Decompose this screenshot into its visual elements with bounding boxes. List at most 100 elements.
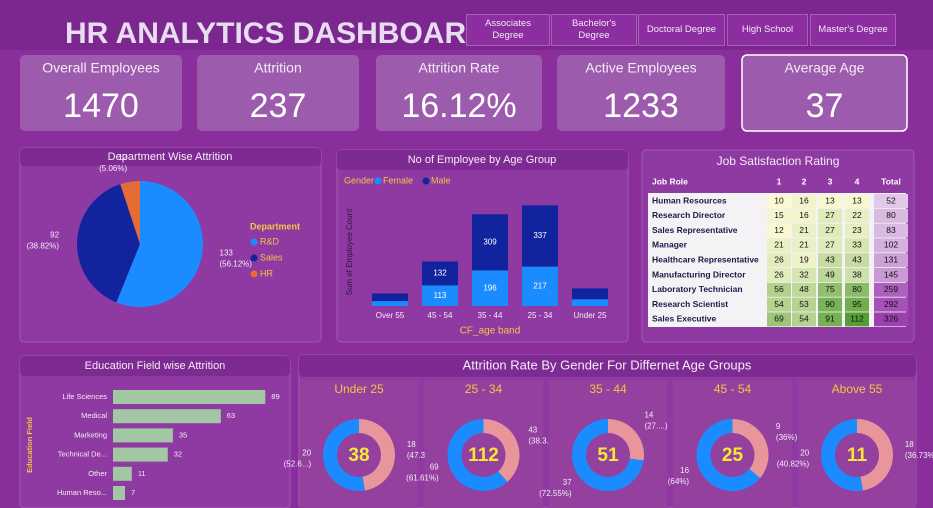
table-cell: 54 (799, 314, 809, 324)
pie-slice (120, 181, 140, 244)
heat-cell (792, 297, 816, 312)
donut-center-label: 38 (348, 445, 369, 466)
data-label: (47.3...) (407, 451, 435, 460)
table-cell: 19 (799, 254, 809, 264)
y-axis-title: Sum of Employee Count (345, 208, 354, 295)
heat-cell (845, 268, 869, 282)
bar-segment (572, 299, 608, 306)
heat-cell (792, 253, 816, 268)
table-cell: Research Scientist (652, 299, 728, 309)
heat-cell (874, 208, 908, 223)
kpi-card (557, 55, 725, 131)
legend-marker (422, 177, 430, 185)
heat-cell (874, 253, 908, 268)
data-label: (36%) (776, 433, 798, 442)
bar-segment (522, 266, 558, 306)
table-cell: 112 (850, 314, 864, 324)
kpi-label: Attrition Rate (419, 60, 500, 76)
heat-cell (874, 238, 908, 253)
table-cell: 49 (825, 269, 835, 279)
table-cell: 22 (852, 210, 862, 220)
table-cell: 56 (774, 284, 784, 294)
donut-title: 35 - 44 (589, 382, 627, 396)
data-label: 132 (433, 269, 447, 278)
heat-cell (874, 297, 908, 312)
kpi-value: 237 (250, 87, 307, 125)
donut-segment (608, 419, 644, 461)
kpi-label: Average Age (785, 60, 865, 76)
slicer-button[interactable]: High School (727, 14, 808, 46)
data-label: 43 (528, 426, 537, 435)
data-label: 69 (430, 463, 439, 472)
x-tick-label: 25 - 34 (528, 311, 553, 320)
data-label: 63 (227, 411, 235, 420)
data-label: (40.82%) (777, 459, 810, 468)
heat-cell (845, 238, 869, 253)
pie-slice (116, 181, 203, 307)
heat-cell (874, 268, 908, 282)
table-cell: 27 (825, 210, 835, 220)
table-cell: 52 (886, 195, 896, 205)
heat-cell (792, 223, 816, 238)
slicer-button[interactable]: Associates Degree (466, 14, 550, 46)
heat-cell (792, 312, 816, 327)
table-cell: 32 (799, 269, 809, 279)
table-title: Job Satisfaction Rating (717, 154, 840, 168)
kpi-label: Attrition (254, 60, 301, 76)
heat-cell (818, 282, 842, 297)
table-cell: 33 (852, 240, 862, 250)
donut-segment (359, 419, 395, 491)
bar-segment (372, 293, 408, 302)
donut-center-label: 51 (597, 445, 619, 466)
kpi-value: 1470 (63, 87, 139, 125)
table-cell: 26 (774, 269, 784, 279)
slicer-button[interactable]: Bachelor's Degree (551, 14, 637, 46)
table-cell: 43 (825, 254, 835, 264)
slicer-button[interactable]: Doctoral Degree (638, 14, 725, 46)
heat-cell (818, 312, 842, 327)
table-cell: 145 (884, 269, 898, 279)
legend-marker (250, 270, 258, 278)
bar (113, 447, 168, 462)
table-cell: Sales Representative (652, 225, 738, 235)
table-cell: 21 (774, 240, 784, 250)
chart-title: Department Wise Attrition (108, 151, 233, 163)
heat-cell (874, 223, 908, 238)
donut-segment (483, 419, 520, 482)
table-cell: 80 (852, 284, 862, 294)
heat-cell (767, 312, 791, 327)
table-cell: 13 (852, 195, 862, 205)
x-axis-title: CF_age band (460, 326, 521, 337)
heat-cell (818, 268, 842, 282)
table-cell: 21 (799, 225, 809, 235)
heat-cell (792, 238, 816, 253)
table-header: 3 (828, 176, 833, 186)
table-cell: 292 (884, 299, 898, 309)
donut-center-label: 25 (722, 445, 744, 466)
heat-cell (818, 208, 842, 223)
data-label: (72.55%) (539, 489, 572, 498)
table-cell: 27 (825, 225, 835, 235)
donut-segment (820, 419, 863, 492)
slicer-button[interactable]: Master's Degree (810, 14, 896, 46)
heat-cell (818, 238, 842, 253)
data-label: (38.3...) (528, 437, 556, 446)
data-label: (5.06%) (99, 164, 127, 173)
data-label: 37 (563, 478, 572, 487)
heat-cell (845, 253, 869, 268)
donut-segment (322, 419, 365, 491)
data-label: 20 (302, 448, 311, 457)
heat-cell (767, 282, 791, 297)
table-cell: 90 (825, 299, 835, 309)
heat-cell (767, 268, 791, 282)
heat-cell (845, 282, 869, 297)
kpi-value: 1233 (603, 87, 679, 125)
heat-cell (792, 208, 816, 223)
table-cell: 21 (799, 240, 809, 250)
table-cell: Human Resources (652, 195, 727, 205)
legend-marker (250, 254, 258, 262)
bar (113, 428, 173, 443)
bar (113, 466, 132, 481)
